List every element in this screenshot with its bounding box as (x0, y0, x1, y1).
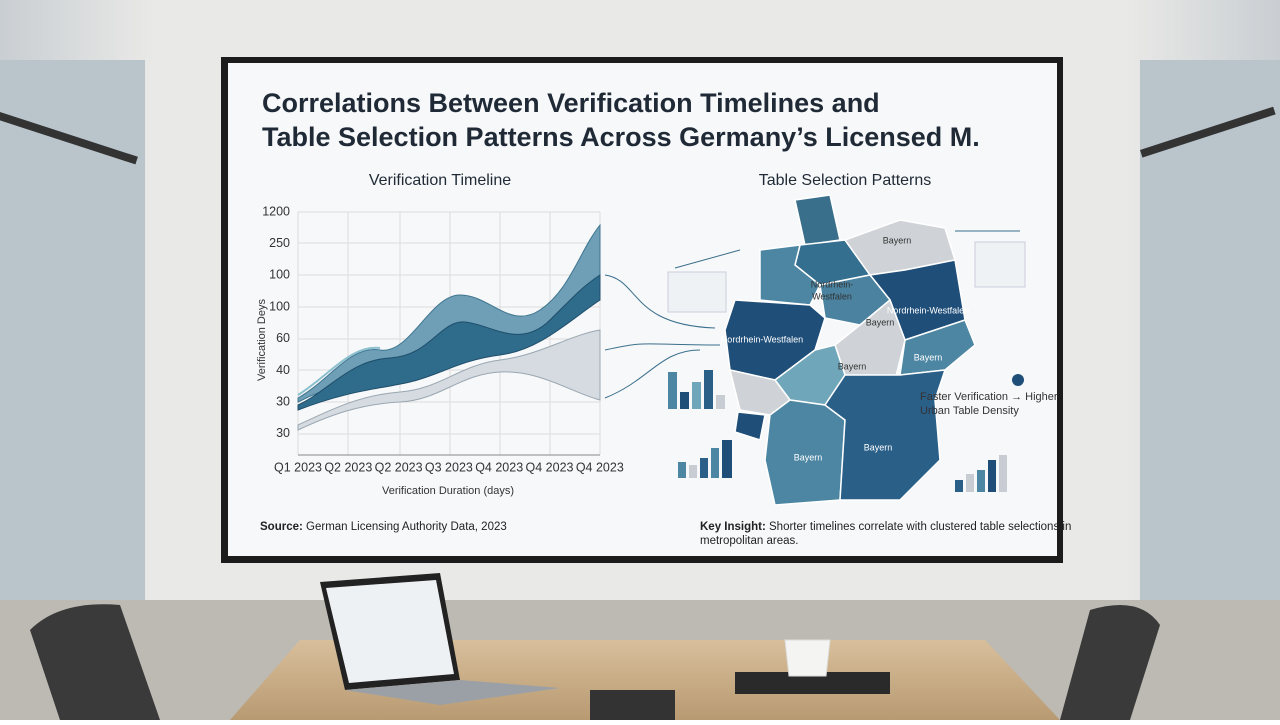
y-tick-label: 250 (269, 236, 290, 250)
chair (30, 604, 160, 720)
source: Source: German Licensing Authority Data,… (260, 521, 507, 533)
y-tick-label: 40 (276, 363, 290, 377)
key-insight-label: Key Insight: (700, 521, 766, 533)
region-label: Bayern (838, 361, 867, 371)
region-label: Bayern (883, 235, 912, 245)
x-tick-label: Q4 2023 (576, 460, 624, 474)
y-tick-label: 60 (276, 331, 290, 345)
key-insight-text: Shorter timelines correlate with cluster… (769, 521, 1071, 533)
device (590, 690, 675, 720)
x-tick-label: Q4 2023 (475, 460, 523, 474)
title: Correlations Between Verification Timeli… (262, 88, 880, 118)
connectors (604, 230, 1020, 399)
x-tick-label: Q2 2023 (324, 460, 372, 474)
region-label: Bayern (864, 442, 893, 452)
title: Table Selection Patterns Across Germany’… (262, 122, 980, 152)
region-label: Bayern (914, 352, 943, 362)
region-label: Nordrhein- (811, 279, 854, 289)
y-tick-label: 100 (269, 268, 290, 282)
source-text: German Licensing Authority Data, 2023 (306, 521, 507, 533)
annotation: Faster Verification → Higher (920, 391, 1058, 403)
x-tick-label: Q1 2023 (274, 460, 322, 474)
x-tick-label: Q2 2023 (375, 460, 423, 474)
cup (784, 639, 831, 677)
ceiling-light (0, 112, 138, 165)
y-tick-label: 100 (269, 299, 290, 313)
mini-charts (667, 241, 1026, 492)
y-tick-label: 1200 (262, 204, 290, 218)
source-label: Source: (260, 521, 303, 533)
chair (1060, 605, 1160, 720)
x-tick-label: Q4 2023 (526, 460, 574, 474)
x-tick-label: Q3 2023 (425, 460, 473, 474)
y-tick-label: 30 (276, 426, 290, 440)
region-label: Westfalen (812, 291, 852, 301)
laptop-base (345, 680, 560, 705)
bands (297, 223, 601, 431)
subtitle: Table Selection Patterns (759, 172, 932, 189)
key-insight-text: metropolitan areas. (700, 535, 798, 547)
laptop-display (326, 580, 454, 683)
y-tick-label: 30 (276, 394, 290, 408)
ceiling-light (1140, 106, 1276, 158)
region-label: Nordrhein-Westfalen (721, 334, 803, 344)
region-label: Bayern (866, 317, 895, 327)
annotation: Urban Table Density (920, 405, 1019, 417)
x-title: Verification Duration (days) (382, 485, 514, 497)
subtitle: Verification Timeline (369, 172, 511, 189)
region-label: Bayern (794, 452, 823, 462)
key-insight: Key Insight: Shorter timelines correlate… (700, 521, 1071, 533)
y-title: Verification Deys (256, 299, 268, 381)
region-label: Nordrhein-Westfalen (887, 305, 969, 315)
map (724, 194, 976, 506)
notebook (735, 672, 890, 694)
